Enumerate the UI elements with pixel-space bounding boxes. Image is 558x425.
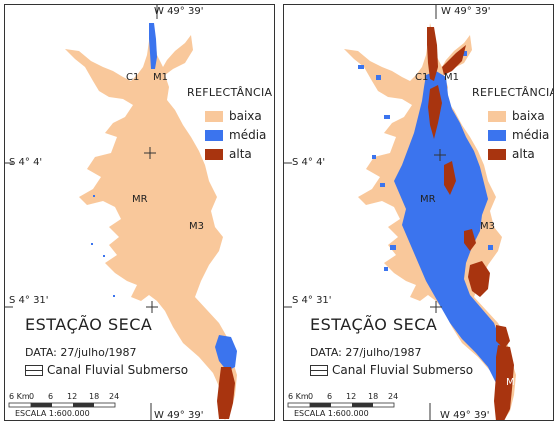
map-panel-left: W 49° 39' S 4° 4' S 4° 31' W 49° 39' C1 …: [4, 4, 275, 421]
legend-swatch: [488, 148, 506, 160]
station-m3: M3: [480, 221, 495, 232]
lat-label-lower: S 4° 31': [292, 295, 332, 306]
date-label: DATA: 27/julho/1987: [25, 346, 137, 359]
canal-legend: Canal Fluvial Submerso: [310, 364, 473, 376]
reservoir-map-right: [284, 5, 516, 420]
scale-text: ESCALA 1:600.000: [294, 409, 369, 418]
legend-swatch: [205, 129, 223, 141]
legend-swatch: [205, 110, 223, 122]
scale-tick: 18: [89, 392, 100, 401]
legend-title: REFLECTÂNCIA: [187, 86, 273, 99]
scale-tick: 12: [346, 392, 357, 401]
crosshair: [144, 147, 156, 159]
legend-label: alta: [229, 147, 252, 161]
crosshair: [430, 301, 442, 313]
legend-label: média: [229, 128, 267, 142]
scale-tick: 24: [388, 392, 399, 401]
scale-km: 6 Km: [288, 392, 309, 401]
lon-label-top: W 49° 39': [441, 6, 491, 17]
reservoir-map-left: [5, 5, 237, 420]
legend-item-alta: alta: [488, 147, 535, 161]
scale-bar: [287, 402, 395, 408]
lat-label-lower: S 4° 31': [9, 295, 49, 306]
legend-title: REFLECTÂNCIA: [472, 86, 554, 99]
station-m1: M1: [444, 72, 459, 83]
station-mr: MR: [132, 194, 148, 205]
alta-regions: [427, 27, 514, 420]
area-baixa: [65, 23, 237, 420]
speck: [93, 195, 95, 197]
scale-tick: 6: [48, 392, 54, 401]
scale-tick: 18: [368, 392, 379, 401]
legend-item-alta: alta: [205, 147, 252, 161]
scale-tick: 0: [308, 392, 314, 401]
legend-label: alta: [512, 147, 535, 161]
crosshair: [434, 149, 446, 161]
scale-tick: 0: [29, 392, 35, 401]
date-label: DATA: 27/julho/1987: [310, 346, 422, 359]
legend-label: baixa: [229, 109, 262, 123]
legend-item-media: média: [205, 128, 266, 142]
canal-legend: Canal Fluvial Submerso: [25, 364, 188, 376]
media-specks: [358, 51, 493, 271]
speck: [91, 243, 93, 245]
lon-label-bottom: W 49° 39': [440, 410, 490, 421]
canal-symbol: [310, 365, 328, 376]
season-label: ESTAÇÃO SECA: [25, 315, 153, 334]
speck: [103, 255, 105, 257]
legend-item-baixa: baixa: [488, 109, 545, 123]
crosshair: [146, 301, 158, 313]
scale-text: ESCALA 1:600.000: [15, 409, 90, 418]
speck: [113, 295, 115, 297]
legend-swatch: [488, 129, 506, 141]
legend-swatch: [205, 148, 223, 160]
scale-tick: 24: [109, 392, 120, 401]
station-m1: M1: [153, 72, 168, 83]
legend-label: média: [512, 128, 550, 142]
canal-label: Canal Fluvial Submerso: [332, 363, 474, 377]
map-panel-right: W 49° 39' S 4° 4' S 4° 31' W 49° 39' C1 …: [283, 4, 554, 421]
scale-tick: 6: [327, 392, 333, 401]
station-c1: C1: [415, 72, 429, 83]
lat-label-upper: S 4° 4': [9, 157, 43, 168]
scale-bar: [8, 402, 116, 408]
station-mr: MR: [420, 194, 436, 205]
lon-label-top: W 49° 39': [154, 6, 204, 17]
legend-item-baixa: baixa: [205, 109, 262, 123]
season-label: ESTAÇÃO SECA: [310, 315, 438, 334]
station-m5: M5: [506, 377, 521, 388]
legend-item-media: média: [488, 128, 549, 142]
station-m3: M3: [189, 221, 204, 232]
station-c1: C1: [126, 72, 140, 83]
scale-tick: 12: [67, 392, 78, 401]
legend-swatch: [488, 110, 506, 122]
lon-label-bottom: W 49° 39': [154, 410, 204, 421]
scale-km: 6 Km: [9, 392, 30, 401]
legend-label: baixa: [512, 109, 545, 123]
canal-symbol: [25, 365, 43, 376]
lat-label-upper: S 4° 4': [292, 157, 326, 168]
canal-label: Canal Fluvial Submerso: [47, 363, 189, 377]
